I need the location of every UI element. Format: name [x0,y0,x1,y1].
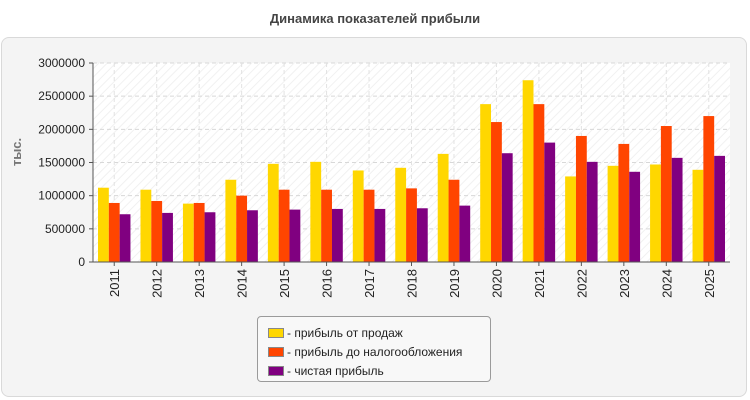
x-tick-label: 2012 [150,269,165,298]
bar [278,189,290,262]
bar [140,189,152,262]
bar [544,142,556,262]
x-tick-label: 2016 [320,269,335,298]
bar [321,189,332,262]
y-axis-label: тыс. [9,138,24,166]
x-tick-label: 2013 [192,269,207,298]
bar [607,165,619,262]
bar [406,188,417,262]
bar [108,202,120,262]
x-tick-label: 2019 [447,269,462,298]
bar [331,208,343,262]
bar [204,212,216,262]
y-tick-label: 1000000 [38,189,85,203]
bar [151,200,163,262]
bar [395,167,407,262]
axes: 0 500000 1000000 1500000 2000000 2500000 30000… [38,56,730,298]
x-tick-label: 2022 [574,269,589,298]
bar [289,209,301,262]
x-tick-label: 2011 [107,269,122,297]
legend-swatch [268,365,284,376]
bar [586,161,598,262]
x-tick-label: 2018 [405,269,420,298]
legend-item-net-profit: - чистая прибыль [268,361,490,380]
bar [703,116,715,262]
y-tick-label: 2500000 [38,89,85,103]
x-tick-label: 2024 [659,269,674,298]
bar [660,126,672,263]
bar [352,170,364,262]
bar [119,214,131,262]
bar [162,212,173,262]
bar [236,195,248,262]
y-tick-label: 2000000 [38,122,85,136]
bar [671,157,683,262]
bar [629,171,641,262]
bars [98,80,725,263]
bar [522,80,534,262]
bar [310,161,322,262]
y-tick-label: 1500000 [38,156,85,170]
bar [225,179,237,262]
x-tick-label: 2023 [617,269,632,298]
bar [618,143,630,262]
bar [374,208,386,262]
legend-label: - чистая прибыль [287,363,384,378]
x-tick-label: 2017 [362,269,377,298]
bar [437,153,449,262]
bar [416,208,428,262]
y-tick-label: 3000000 [38,56,85,70]
x-tick-label: 2020 [489,269,504,298]
bar [98,187,109,262]
bar [182,203,194,262]
bar [714,155,725,262]
legend-item-sales-profit: - прибыль от продаж [268,323,490,342]
bar [501,153,513,262]
x-tick-label: 2021 [532,269,547,298]
x-tick-label: 2015 [277,269,292,298]
x-tick-label: 2014 [235,269,250,298]
bar [448,179,460,262]
x-tick-label: 2025 [702,269,717,298]
legend-label: - прибыль до налогообложения [287,344,463,359]
bar [565,176,576,262]
bar [533,104,545,262]
bar [480,104,492,262]
bar [363,189,375,262]
legend-swatch [268,346,284,357]
bar [247,210,258,262]
bar [193,202,205,262]
bar [491,122,502,262]
chart-title: Динамика показателей прибыли [269,11,481,26]
legend-label: - прибыль от продаж [287,325,403,340]
bar [459,205,471,262]
legend: - прибыль от продаж - прибыль до налогоо… [257,316,491,382]
legend-item-pretax-profit: - прибыль до налогообложения [268,342,490,361]
bar [692,169,704,262]
bar [575,135,587,262]
y-tick-label: 0 [78,255,85,269]
y-tick-label: 500000 [45,222,85,236]
legend-swatch [268,327,284,338]
bar [650,164,661,262]
bar [267,163,279,262]
